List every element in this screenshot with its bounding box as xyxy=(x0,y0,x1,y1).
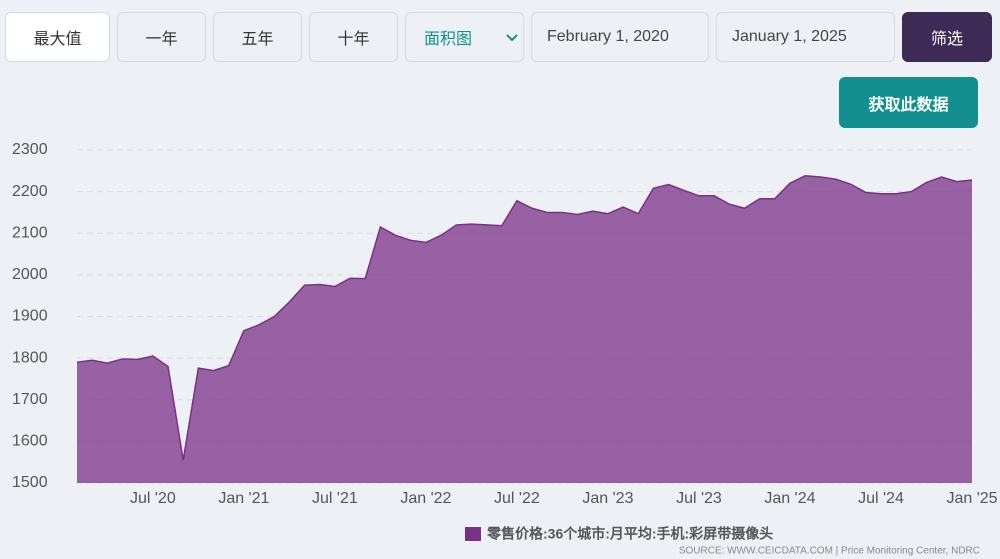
range-button[interactable]: 一年 xyxy=(117,12,206,62)
area xyxy=(77,175,972,483)
y-tick-label: 2100 xyxy=(12,224,48,241)
legend-swatch xyxy=(465,527,481,541)
x-tick-label: Jan '24 xyxy=(764,490,815,507)
y-tick-label: 2300 xyxy=(12,141,48,158)
x-tick-label: Jan '25 xyxy=(946,490,997,507)
x-tick-label: Jan '22 xyxy=(400,490,451,507)
end-date[interactable]: January 1, 2025 xyxy=(716,12,895,62)
get-data-button[interactable]: 获取此数据 xyxy=(839,77,978,128)
x-tick-label: Jul '21 xyxy=(312,490,358,507)
x-tick-label: Jan '23 xyxy=(582,490,633,507)
y-tick-label: 2000 xyxy=(12,266,48,283)
range-button[interactable]: 五年 xyxy=(213,12,302,62)
y-tick-label: 1900 xyxy=(12,308,48,325)
chevron xyxy=(506,34,518,42)
source: SOURCE: WWW.CEICDATA.COM | Price Monitor… xyxy=(679,546,980,557)
range-button[interactable]: 最大值 xyxy=(5,12,110,62)
y-tick-label: 1600 xyxy=(12,433,48,450)
chart-type-select[interactable]: 面积图 xyxy=(405,12,524,62)
y-tick-label: 2200 xyxy=(12,183,48,200)
x-tick-label: Jul '22 xyxy=(494,490,540,507)
y-tick-label: 1700 xyxy=(12,391,48,408)
range-button[interactable]: 十年 xyxy=(309,12,398,62)
start-date[interactable]: February 1, 2020 xyxy=(531,12,709,62)
filter-button[interactable]: 筛选 xyxy=(902,12,992,62)
y-tick-label: 1800 xyxy=(12,349,48,366)
x-tick-label: Jul '23 xyxy=(676,490,722,507)
select-label: 面积图 xyxy=(424,31,473,48)
y-tick-label: 1500 xyxy=(12,474,48,491)
x-tick-label: Jul '24 xyxy=(858,490,904,507)
x-tick-label: Jan '21 xyxy=(218,490,269,507)
area-line xyxy=(76,175,973,461)
legend-label: 零售价格:36个城市:月平均:手机:彩屏带摄像头 xyxy=(486,526,773,542)
x-tick-label: Jul '20 xyxy=(130,490,176,507)
